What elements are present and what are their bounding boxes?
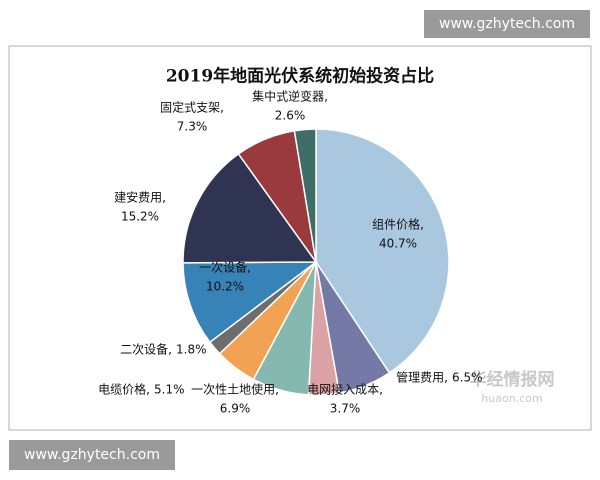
slice-label: 管理费用, — [396, 370, 448, 385]
slice-label: 建安费用, — [114, 190, 166, 205]
value-label: 2.6% — [275, 109, 306, 123]
pie-slice — [182, 261, 319, 344]
site-label: www.gzhytech.com — [24, 447, 160, 463]
slice-label: 一次设备, — [199, 261, 251, 275]
value-label: 40.7% — [379, 237, 417, 251]
chart-title: 2019年地面光伏系统初始投资占比 — [166, 66, 434, 87]
site-label: www.gzhytech.com — [439, 16, 575, 32]
site-badge — [9, 440, 175, 470]
slice-label: 电缆价格, — [98, 382, 150, 397]
value-label: 6.5% — [452, 371, 483, 385]
slice-label: 电网接入成本, — [307, 382, 383, 397]
value-label: 3.7% — [330, 402, 361, 416]
pie-slice — [293, 128, 317, 263]
value-label: 10.2% — [206, 280, 244, 294]
value-label: 6.9% — [220, 402, 251, 416]
value-label: 7.3% — [177, 120, 208, 134]
slice-label: 二次设备, — [120, 343, 172, 357]
pie-slice — [182, 152, 318, 264]
site-badge — [424, 10, 590, 38]
value-label: 15.2% — [121, 210, 159, 224]
slice-label: 集中式逆变器, — [252, 89, 328, 104]
value-label: 5.1% — [154, 383, 185, 397]
slice-label: 组件价格, — [372, 217, 424, 232]
value-label: 1.8% — [176, 343, 207, 357]
watermark-name: 华经情报网 — [470, 369, 555, 390]
pie — [182, 128, 450, 396]
slice-label: 一次性土地使用, — [191, 382, 279, 397]
watermark-url: huaon.com — [481, 392, 542, 405]
slice-label: 固定式支架, — [160, 100, 224, 115]
